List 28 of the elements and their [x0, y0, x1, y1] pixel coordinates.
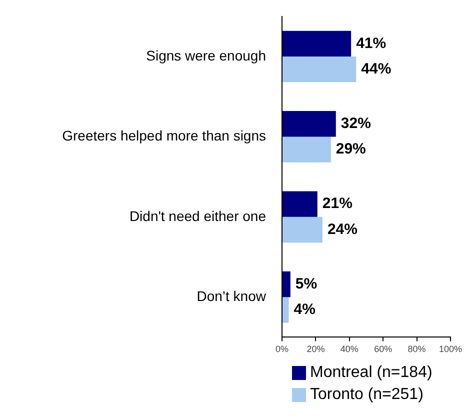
x-tick-label: 0%: [275, 344, 289, 354]
y-tick-label: Didn't need either one: [129, 208, 266, 224]
text: 5%: [295, 275, 318, 292]
bar: [282, 216, 322, 243]
y-tick-label: Don’t know: [196, 288, 267, 304]
bar: [282, 56, 356, 82]
bar: [282, 30, 352, 56]
bar: [282, 136, 331, 162]
x-tick-label: 100%: [438, 344, 462, 354]
y-tick-label: Greeters helped more than signs: [62, 128, 266, 144]
text: 4%: [294, 301, 316, 318]
bar: [282, 111, 336, 137]
legend-label: Toronto (n=251): [310, 386, 424, 404]
legend-label: Montreal (n=184): [310, 364, 432, 382]
bar: [282, 271, 290, 298]
text: 21%: [322, 195, 352, 212]
text: 44%: [361, 60, 392, 78]
bar: [282, 191, 318, 217]
x-tick-label: 60%: [374, 344, 392, 354]
y-tick-label: Signs were enough: [146, 47, 266, 64]
x-tick-label: 40%: [340, 344, 358, 354]
text: 41%: [356, 34, 386, 52]
x-tick-label: 20%: [306, 344, 325, 354]
text: 32%: [340, 115, 371, 132]
text: 29%: [336, 140, 366, 158]
x-tick-label: 80%: [408, 344, 426, 354]
bar: [282, 297, 289, 323]
text: 24%: [327, 220, 358, 238]
